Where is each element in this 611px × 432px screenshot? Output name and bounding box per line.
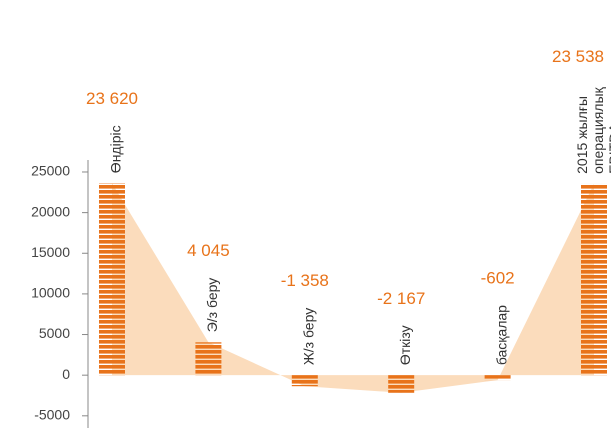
y-tick-label: 25000 <box>31 163 70 179</box>
category-label: 2015 жылғы операциялық EBITDA <box>574 83 611 173</box>
connector-area <box>112 183 594 393</box>
value-label: -602 <box>481 269 515 288</box>
bar <box>388 375 415 393</box>
y-tick-label: 20000 <box>31 203 70 219</box>
y-tick-label: -5000 <box>34 407 70 423</box>
value-label: 23 538 <box>552 47 604 66</box>
bar <box>99 183 125 376</box>
y-tick-label: 15000 <box>31 244 70 260</box>
value-label: -1 358 <box>281 271 329 290</box>
y-tick-label: 10000 <box>31 285 70 301</box>
category-label-line: операциялық <box>590 83 606 173</box>
category-label: Ж/з беру <box>301 308 317 365</box>
category-label-line: 2015 жылғы <box>574 92 590 174</box>
value-label: 23 620 <box>86 89 138 108</box>
category-label-line: EBITDA <box>606 123 611 174</box>
value-label: -2 167 <box>377 289 425 308</box>
bar <box>484 375 511 381</box>
bar <box>291 375 318 387</box>
value-label: 4 045 <box>187 241 230 260</box>
y-tick-label: 5000 <box>39 325 70 341</box>
category-label: басқалар <box>493 305 509 365</box>
y-tick-label: 0 <box>62 366 70 382</box>
bar <box>195 342 222 376</box>
category-label: Өндіріс <box>108 125 124 173</box>
category-label: Э/з беру <box>204 278 220 333</box>
bar <box>581 183 607 376</box>
category-label: Өткізу <box>397 325 413 365</box>
